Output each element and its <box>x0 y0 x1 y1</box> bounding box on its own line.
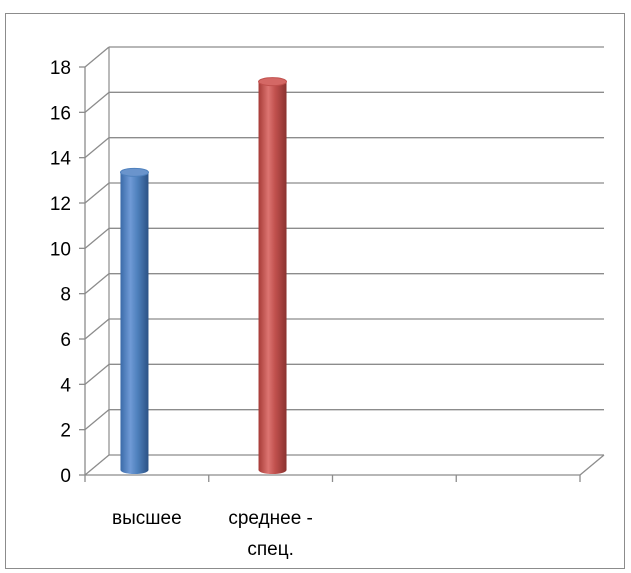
bar-0 <box>119 167 149 474</box>
axes <box>79 47 605 482</box>
bars <box>119 77 288 474</box>
labels: 0 2 4 6 8 10 12 14 16 18 высшее среднее - спец. <box>50 58 313 560</box>
floor-right-edge <box>579 454 605 476</box>
y-tick-label-2: 2 <box>60 421 71 442</box>
gridline-side-16 <box>84 91 110 113</box>
bar-body-1 <box>258 81 287 471</box>
gridline-side-18 <box>84 46 110 68</box>
gridline-side-2 <box>84 409 110 431</box>
bar-body-0 <box>120 172 149 471</box>
y-tick-label-12: 12 <box>50 194 71 215</box>
y-tick-label-14: 14 <box>50 149 72 170</box>
y-tick-label-18: 18 <box>50 58 71 79</box>
x-category-label-1-0: среднее - <box>228 508 313 529</box>
y-tick-label-4: 4 <box>60 375 71 396</box>
gridline-side-4 <box>84 363 110 385</box>
gridline-side-0 <box>84 454 110 476</box>
grid-lines <box>84 46 604 476</box>
gridline-side-8 <box>84 273 110 295</box>
y-tick-label-8: 8 <box>60 285 71 306</box>
y-tick-label-6: 6 <box>60 330 71 351</box>
bar-1 <box>258 77 288 474</box>
bar-cap-1 <box>258 77 288 87</box>
y-tick-label-0: 0 <box>60 466 71 487</box>
chart-frame <box>5 13 625 569</box>
x-category-label-1-1: спец. <box>247 539 294 560</box>
y-tick-label-10: 10 <box>50 239 71 260</box>
gridline-side-12 <box>84 182 110 204</box>
gridline-side-10 <box>84 227 110 249</box>
gridline-side-6 <box>84 318 110 340</box>
bar-base-0 <box>120 466 149 474</box>
bar-base-1 <box>258 466 287 474</box>
x-category-label-0-0: высшее <box>112 508 182 529</box>
y-tick-label-16: 16 <box>50 103 71 124</box>
gridline-side-14 <box>84 137 110 159</box>
bar-cap-0 <box>119 167 149 177</box>
